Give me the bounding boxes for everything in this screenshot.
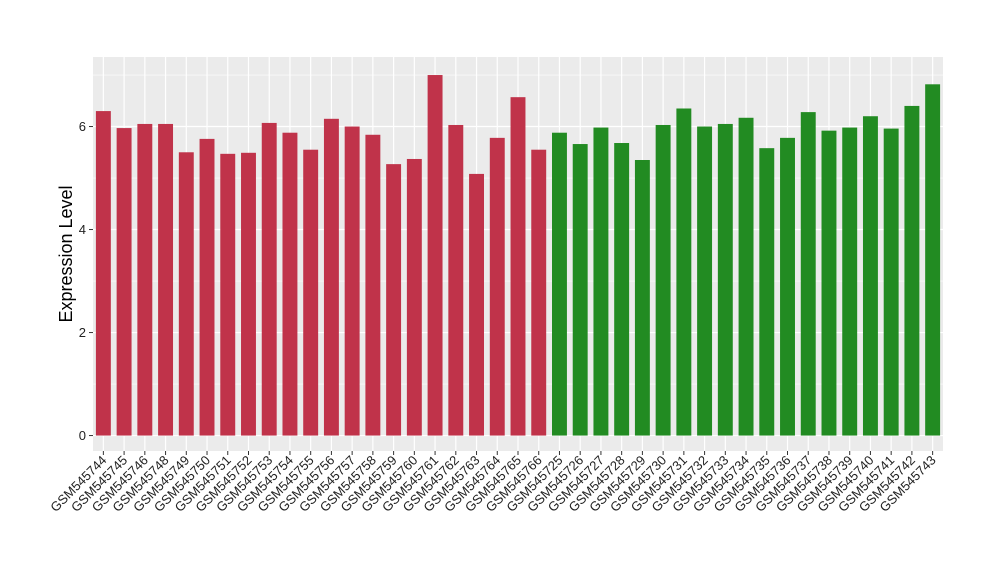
bar-GSM545738 [821,130,837,436]
y-tick-label: 6 [79,119,86,134]
bar-GSM545753 [261,122,277,436]
bar-GSM545741 [883,128,899,436]
y-axis: 0 2 4 6 [79,119,93,443]
bar-GSM545760 [406,158,422,436]
bar-GSM545742 [904,105,920,436]
bar-GSM545762 [448,124,464,436]
bar-GSM545763 [469,173,484,436]
bar-GSM545752 [241,152,256,436]
bar-GSM545757 [344,126,360,436]
bar-GSM545743 [925,84,941,436]
bar-GSM545758 [365,134,381,436]
bar-GSM545746 [137,123,153,436]
bar-GSM545766 [531,149,547,436]
bar-GSM545754 [282,132,298,436]
bar-GSM545744 [95,111,111,436]
y-tick-label: 4 [79,222,86,237]
bar-GSM545764 [489,137,505,436]
bar-GSM545731 [676,108,692,436]
bar-GSM545734 [738,117,754,436]
bar-GSM545749 [178,152,194,436]
bar-GSM545737 [800,112,816,436]
bar-GSM545745 [116,128,132,436]
bar-GSM545759 [386,164,402,436]
y-tick-label: 2 [79,325,86,340]
bar-GSM545736 [780,137,795,436]
bar-GSM545725 [552,132,567,436]
bar-GSM545732 [697,126,713,436]
bar-GSM545765 [510,97,526,436]
bar-GSM545729 [634,160,650,436]
x-axis: GSM545744GSM545745GSM545746GSM545748GSM5… [47,451,939,515]
bar-GSM545728 [614,143,630,436]
bar-GSM545748 [158,123,174,436]
y-axis-title: Expression Level [56,185,76,322]
bar-GSM545740 [862,116,878,436]
bar-GSM545761 [427,75,443,436]
bar-GSM545727 [593,127,609,436]
bar-GSM545755 [303,149,319,436]
bar-GSM545750 [199,138,215,436]
bar-GSM545735 [759,148,775,436]
bar-GSM545730 [655,124,671,436]
bar-GSM545733 [717,123,733,436]
bar-GSM545739 [842,127,858,436]
bar-GSM545751 [220,153,236,436]
y-tick-label: 0 [79,428,86,443]
bars [95,75,941,436]
bar-GSM545756 [323,118,339,436]
bar-GSM545726 [572,144,588,436]
